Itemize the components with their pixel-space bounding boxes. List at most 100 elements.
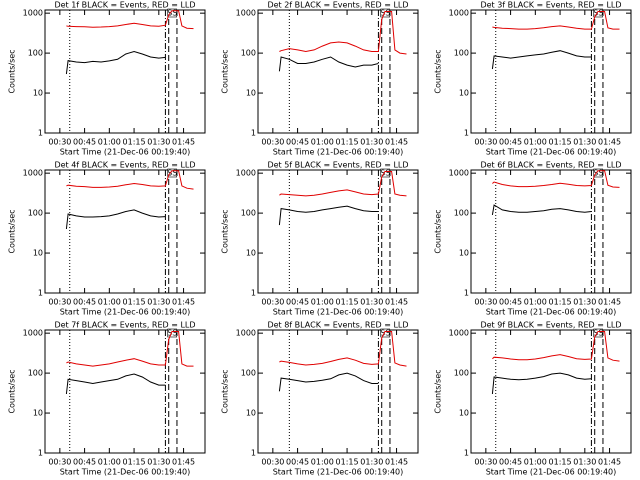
y-tick-label: 10	[246, 249, 256, 258]
series-line	[492, 331, 620, 362]
x-tick-label: 01:00	[311, 138, 334, 147]
plot-frame	[257, 169, 419, 294]
x-tick-label: 01:30	[147, 138, 170, 147]
x-tick-label: 01:15	[549, 458, 572, 467]
annotation: SS	[593, 9, 603, 18]
x-tick-label: 01:30	[360, 138, 383, 147]
x-tick-label: 01:15	[123, 298, 146, 307]
panel-title: Det 8f BLACK = Events, RED = LLD	[267, 321, 408, 330]
annotation: SS	[593, 329, 603, 338]
x-tick-label: 00:30	[474, 138, 497, 147]
y-tick-label: 1000	[236, 169, 256, 178]
annotation-box	[167, 8, 178, 18]
series-line	[66, 10, 194, 30]
y-axis-label: Counts/sec	[8, 49, 17, 93]
x-axis-label: Start Time (21-Dec-06 00:19:40)	[60, 308, 191, 317]
annotation-box	[593, 8, 604, 18]
x-tick-label: 00:45	[499, 458, 522, 467]
series-line	[65, 209, 166, 230]
x-tick-label: 01:30	[573, 458, 596, 467]
x-axis-label: Start Time (21-Dec-06 00:19:40)	[273, 468, 404, 477]
x-tick-label: 01:45	[598, 298, 621, 307]
annotation-box	[167, 328, 178, 338]
series-line	[278, 205, 379, 226]
y-tick-label: 10	[459, 249, 469, 258]
x-tick-label: 00:30	[474, 298, 497, 307]
x-tick-label: 00:30	[474, 458, 497, 467]
x-tick-label: 01:30	[360, 298, 383, 307]
y-tick-label: 1	[251, 449, 256, 458]
panel-title: Det 2f BLACK = Events, RED = LLD	[267, 1, 408, 10]
annotation-box	[593, 168, 604, 178]
y-tick-label: 10	[33, 89, 43, 98]
plot-frame	[470, 329, 632, 454]
x-tick-label: 00:45	[73, 458, 96, 467]
annotation: SS	[167, 329, 177, 338]
annotation: SS	[380, 9, 390, 18]
y-tick-label: 100	[28, 369, 43, 378]
panel-title: Det 3f BLACK = Events, RED = LLD	[480, 1, 621, 10]
y-tick-label: 1000	[236, 9, 256, 18]
x-tick-label: 00:45	[73, 298, 96, 307]
x-tick-label: 01:15	[336, 138, 359, 147]
y-tick-label: 100	[241, 49, 256, 58]
x-tick-label: 01:45	[598, 138, 621, 147]
y-tick-label: 100	[241, 209, 256, 218]
x-axis-label: Start Time (21-Dec-06 00:19:40)	[486, 468, 617, 477]
x-tick-label: 01:15	[549, 298, 572, 307]
x-tick-label: 01:00	[524, 298, 547, 307]
y-axis-label: Counts/sec	[434, 209, 443, 253]
series-line	[492, 170, 620, 188]
x-tick-label: 01:45	[385, 458, 408, 467]
series-line	[491, 50, 592, 70]
plot-frame	[257, 9, 419, 134]
x-tick-label: 01:30	[147, 298, 170, 307]
plot-frame	[44, 169, 206, 294]
x-axis-label: Start Time (21-Dec-06 00:19:40)	[486, 308, 617, 317]
series-line	[278, 56, 379, 72]
panel-title: Det 1f BLACK = Events, RED = LLD	[54, 1, 195, 10]
y-tick-label: 1	[251, 129, 256, 138]
series-line	[279, 331, 407, 367]
x-tick-label: 00:30	[261, 298, 284, 307]
x-tick-label: 00:45	[286, 298, 309, 307]
plot-frame	[257, 329, 419, 454]
y-tick-label: 1	[38, 449, 43, 458]
x-tick-label: 01:30	[573, 298, 596, 307]
annotation-box	[380, 328, 391, 338]
x-tick-label: 01:45	[598, 458, 621, 467]
y-tick-label: 100	[28, 49, 43, 58]
y-tick-label: 1	[464, 289, 469, 298]
x-axis-label: Start Time (21-Dec-06 00:19:40)	[273, 148, 404, 157]
y-tick-label: 1	[38, 289, 43, 298]
y-axis-label: Counts/sec	[8, 369, 17, 413]
panel-title: Det 9f BLACK = Events, RED = LLD	[480, 321, 621, 330]
x-tick-label: 01:15	[549, 138, 572, 147]
panel-title: Det 6f BLACK = Events, RED = LLD	[480, 161, 621, 170]
x-tick-label: 00:30	[261, 458, 284, 467]
y-axis-label: Counts/sec	[221, 49, 230, 93]
y-tick-label: 1000	[23, 329, 43, 338]
x-axis-label: Start Time (21-Dec-06 00:19:40)	[486, 148, 617, 157]
y-axis-label: Counts/sec	[8, 209, 17, 253]
x-axis-label: Start Time (21-Dec-06 00:19:40)	[273, 308, 404, 317]
x-tick-label: 00:45	[73, 138, 96, 147]
series-line	[65, 373, 166, 395]
y-tick-label: 10	[246, 409, 256, 418]
y-axis-label: Counts/sec	[221, 369, 230, 413]
x-tick-label: 01:15	[336, 458, 359, 467]
annotation: SS	[380, 169, 390, 178]
panel-title: Det 4f BLACK = Events, RED = LLD	[54, 161, 195, 170]
x-tick-label: 00:45	[286, 458, 309, 467]
x-tick-label: 01:30	[147, 458, 170, 467]
annotation: SS	[167, 169, 177, 178]
x-tick-label: 01:45	[172, 298, 195, 307]
annotation-box	[380, 168, 391, 178]
x-axis-label: Start Time (21-Dec-06 00:19:40)	[60, 148, 191, 157]
series-line	[279, 11, 407, 55]
y-tick-label: 1000	[23, 169, 43, 178]
y-tick-label: 10	[459, 89, 469, 98]
y-tick-label: 100	[28, 209, 43, 218]
y-tick-label: 1	[38, 129, 43, 138]
